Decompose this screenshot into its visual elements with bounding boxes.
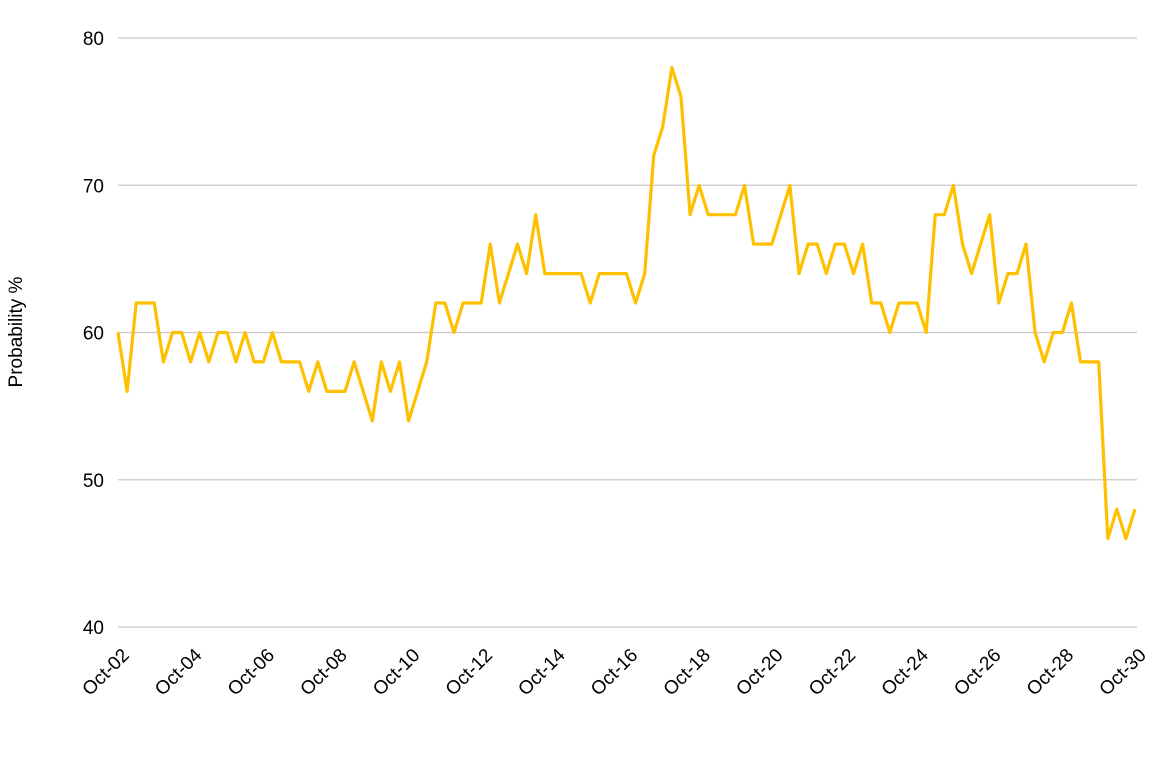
x-tick-label: Oct-30 xyxy=(1096,645,1151,700)
x-tick-label: Oct-10 xyxy=(369,645,424,700)
y-tick-label: 50 xyxy=(83,471,104,492)
x-tick-label: Oct-04 xyxy=(151,645,206,700)
y-tick-label: 80 xyxy=(83,29,104,50)
x-tick-label: Oct-12 xyxy=(442,645,497,700)
y-axis-label: Probability % xyxy=(6,276,27,387)
x-tick-label: Oct-02 xyxy=(79,645,134,700)
x-tick-label: Oct-14 xyxy=(514,645,569,700)
data-line xyxy=(116,65,1137,541)
x-tick-label: Oct-22 xyxy=(805,645,860,700)
x-tick-label: Oct-28 xyxy=(1023,645,1078,700)
y-tick-label: 40 xyxy=(83,618,104,639)
x-tick-label: Oct-26 xyxy=(950,645,1005,700)
y-tick-label: 60 xyxy=(83,324,104,345)
x-tick-label: Oct-16 xyxy=(587,645,642,700)
x-tick-label: Oct-18 xyxy=(660,645,715,700)
y-tick-label: 70 xyxy=(83,176,104,197)
x-tick-label: Oct-24 xyxy=(878,645,933,700)
x-tick-label: Oct-06 xyxy=(224,645,279,700)
x-tick-label: Oct-20 xyxy=(732,645,787,700)
x-tick-label: Oct-08 xyxy=(297,645,352,700)
